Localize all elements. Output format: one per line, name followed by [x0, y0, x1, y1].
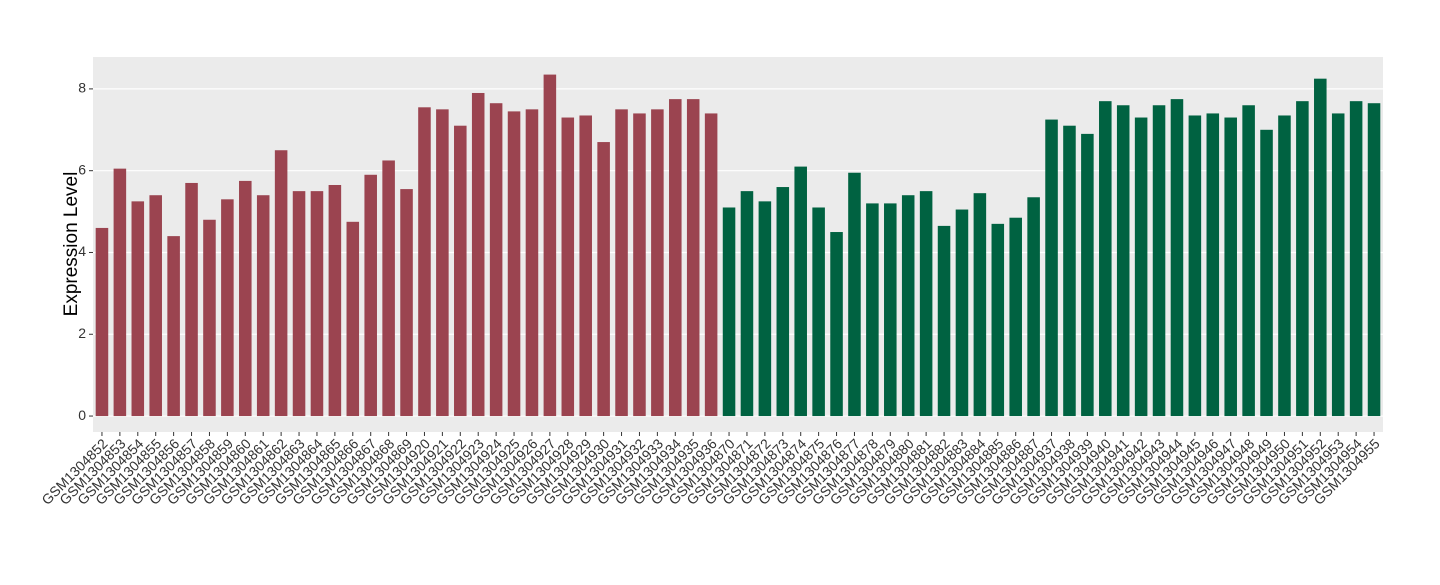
- bar: [436, 109, 449, 417]
- bar: [1260, 129, 1273, 417]
- bar: [901, 195, 915, 417]
- bar: [937, 225, 951, 417]
- bar: [704, 113, 718, 417]
- bar: [1206, 113, 1220, 417]
- bar: [1188, 115, 1202, 417]
- bar: [919, 191, 933, 417]
- bar: [167, 236, 180, 417]
- bar: [400, 189, 413, 417]
- bar: [185, 182, 198, 417]
- bar: [346, 221, 360, 417]
- bar: [633, 113, 646, 417]
- y-tick-label: 0: [78, 407, 86, 423]
- y-axis-title: Expression Level: [61, 172, 82, 317]
- bar: [507, 111, 521, 417]
- bar: [1296, 101, 1309, 417]
- bar: [1170, 99, 1184, 417]
- bar: [1134, 117, 1148, 417]
- bar: [274, 150, 288, 417]
- bar: [686, 99, 700, 417]
- bar: [1009, 217, 1022, 417]
- bar: [454, 125, 467, 417]
- bar: [651, 109, 664, 417]
- bar: [95, 227, 109, 417]
- bar: [131, 201, 145, 417]
- bar: [597, 142, 610, 417]
- bar: [812, 207, 825, 417]
- plot-panel: [93, 57, 1383, 432]
- bar: [776, 187, 790, 417]
- bar: [1331, 113, 1345, 417]
- bar: [1367, 103, 1381, 417]
- bar: [866, 203, 879, 417]
- bar: [1224, 117, 1237, 417]
- bar: [489, 103, 503, 417]
- bar: [615, 109, 628, 417]
- bar: [579, 115, 592, 417]
- y-tick-label: 8: [78, 80, 86, 96]
- bar: [203, 219, 216, 417]
- y-tick-label: 6: [78, 161, 86, 177]
- bar: [292, 191, 306, 417]
- bar: [955, 209, 969, 417]
- bar: [1063, 125, 1076, 417]
- bar: [991, 223, 1005, 417]
- bar: [1314, 78, 1327, 417]
- bar: [722, 207, 736, 417]
- bar: [149, 195, 162, 417]
- bar: [1081, 133, 1094, 417]
- bar: [848, 172, 861, 417]
- bar: [471, 92, 485, 417]
- bar: [1116, 105, 1130, 417]
- bar: [669, 99, 682, 417]
- bar: [1045, 119, 1058, 417]
- bar: [418, 107, 431, 417]
- y-tick-label: 4: [78, 243, 86, 259]
- bar: [884, 203, 897, 417]
- bar: [1099, 101, 1112, 417]
- y-tick-label: 2: [78, 325, 86, 341]
- bar: [113, 168, 127, 417]
- bar: [328, 184, 342, 417]
- bar: [973, 193, 987, 417]
- bar: [239, 180, 252, 417]
- bar: [221, 199, 234, 417]
- bar: [1152, 105, 1166, 417]
- bar: [256, 195, 270, 417]
- bar: [525, 109, 539, 417]
- bar: [758, 201, 772, 417]
- bar: [1349, 101, 1363, 417]
- bar: [543, 74, 557, 417]
- bar: [1242, 105, 1255, 417]
- bar: [1278, 115, 1291, 417]
- bar: [561, 117, 575, 417]
- bar: [310, 191, 324, 417]
- bar: [794, 166, 807, 417]
- bar: [382, 160, 395, 417]
- bar: [1027, 197, 1040, 417]
- bar: [830, 232, 843, 417]
- bar: [740, 191, 754, 417]
- bar: [364, 174, 377, 417]
